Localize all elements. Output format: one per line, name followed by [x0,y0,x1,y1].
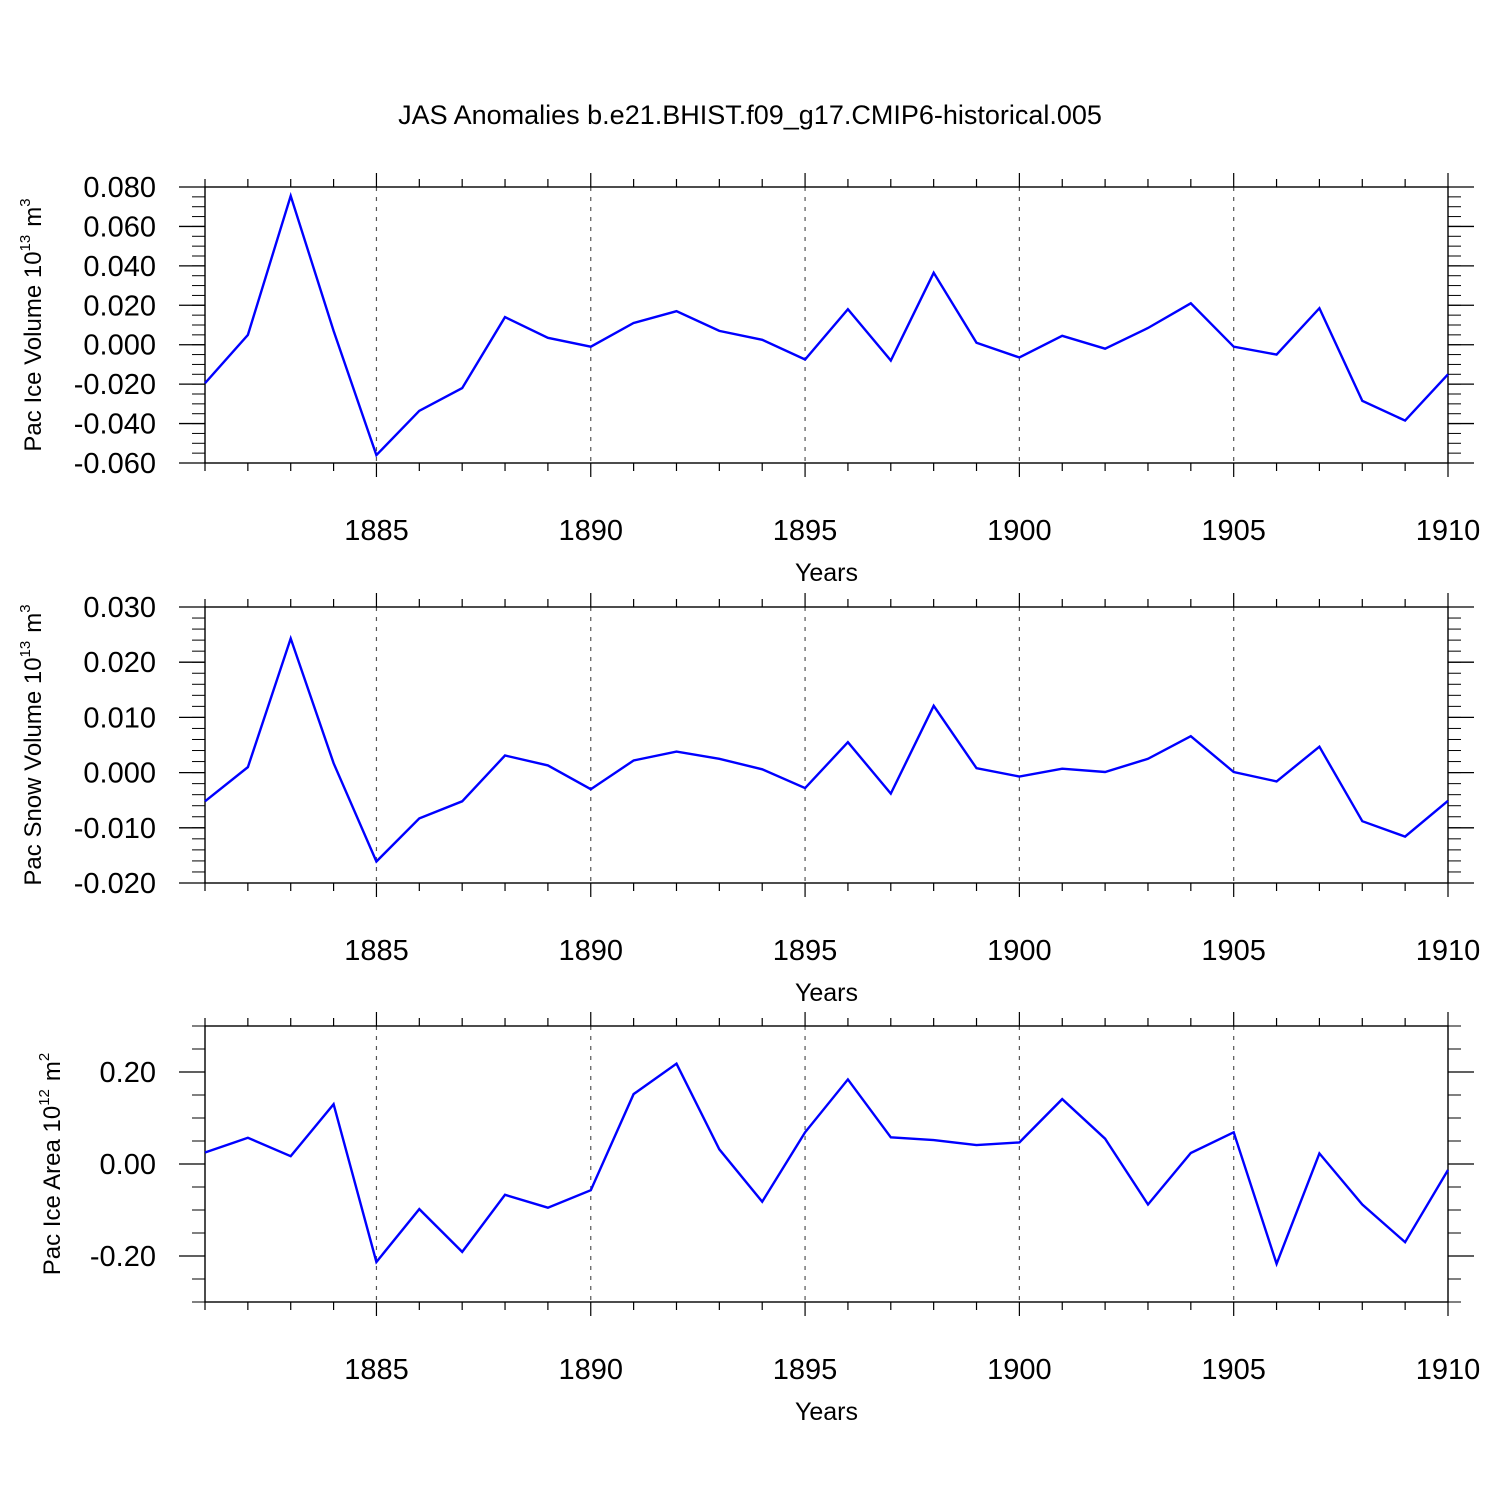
y-tick-label: 0.080 [83,172,156,204]
y-axis-label: Pac Ice Volume 1013 m3 [17,198,47,451]
y-tick-label: -0.010 [74,813,156,845]
series-line [204,1061,1450,1268]
y-axis-label-unit: m [20,207,47,227]
y-axis-label-exponent: 12 [36,1089,53,1106]
x-tick-label: 1905 [1201,515,1266,547]
y-tick-label: -0.040 [74,409,156,441]
x-tick-label: 1905 [1201,1354,1266,1386]
panels: -0.060 -0.040 -0.020 0.000 0.020 0.040 0.060 0.… [17,172,1480,1426]
x-axis-label: Years [795,559,858,587]
x-tick-label: 1885 [344,1354,409,1386]
y-tick-label: 0.010 [83,702,156,734]
panel-2: -0.020 -0.010 0.000 0.010 0.020 0.030 1885 1890… [17,592,1480,1007]
x-tick-label: 1910 [1416,935,1481,967]
x-tick-label: 1900 [987,515,1052,547]
x-axis-label: Years [795,979,858,1007]
y-tick-label: 0.000 [83,330,156,362]
y-axis-label-unit-exponent: 3 [17,198,34,206]
x-tick-label: 1895 [773,935,838,967]
y-axis-label: Pac Snow Volume 1013 m3 [17,604,47,885]
x-tick-label: 1910 [1416,515,1481,547]
y-axis-label-text: Pac Ice Area 10 [39,1106,66,1275]
y-axis-label-text: Pac Snow Volume 10 [20,657,47,885]
y-axis-label-unit-exponent: 3 [17,604,34,612]
y-axis-label-exponent: 13 [17,235,34,252]
plot-frame [204,606,1449,884]
y-tick-label: 0.20 [100,1057,156,1089]
y-axis-label: Pac Ice Area 1012 m2 [36,1053,66,1275]
x-tick-label: 1885 [344,935,409,967]
y-axis-label-unit: m [20,613,47,633]
y-tick-label: -0.020 [74,868,156,900]
panel-3: -0.20 0.00 0.20 1885 1890 1895 1900 1905 1910 Yea… [36,1012,1480,1426]
y-tick-label: 0.020 [83,290,156,322]
x-tick-label: 1900 [987,1354,1052,1386]
y-tick-label: 0.00 [100,1149,156,1181]
x-axis-label: Years [795,1398,858,1426]
panel-1: -0.060 -0.040 -0.020 0.000 0.020 0.040 0.060 0.… [17,172,1480,587]
x-tick-label: 1910 [1416,1354,1481,1386]
plot-frame [204,1025,1449,1303]
chart-title: JAS Anomalies b.e21.BHIST.f09_g17.CMIP6-… [398,100,1102,130]
series-line [204,634,1449,864]
y-tick-label: 0.040 [83,251,156,283]
x-tick-label: 1900 [987,935,1052,967]
x-tick-label: 1905 [1201,935,1266,967]
y-tick-label: 0.060 [83,211,156,243]
y-axis-label-unit-exponent: 2 [36,1053,53,1061]
plot-frame [204,186,1449,464]
x-tick-label: 1895 [773,1354,838,1386]
y-axis-label-text: Pac Ice Volume 10 [20,251,47,451]
x-tick-label: 1890 [559,1354,624,1386]
y-tick-label: 0.030 [83,592,156,624]
x-tick-label: 1885 [344,515,409,547]
y-axis-label-unit: m [39,1061,66,1081]
y-tick-label: -0.020 [74,369,156,401]
x-tick-label: 1890 [559,515,624,547]
y-tick-label: -0.060 [74,448,156,480]
x-tick-label: 1890 [559,935,624,967]
y-axis-label-exponent: 13 [17,641,34,658]
series-line [204,191,1449,458]
x-tick-label: 1895 [773,515,838,547]
y-tick-label: 0.000 [83,758,156,790]
y-tick-label: 0.020 [83,647,156,679]
y-tick-label: -0.20 [90,1241,156,1273]
